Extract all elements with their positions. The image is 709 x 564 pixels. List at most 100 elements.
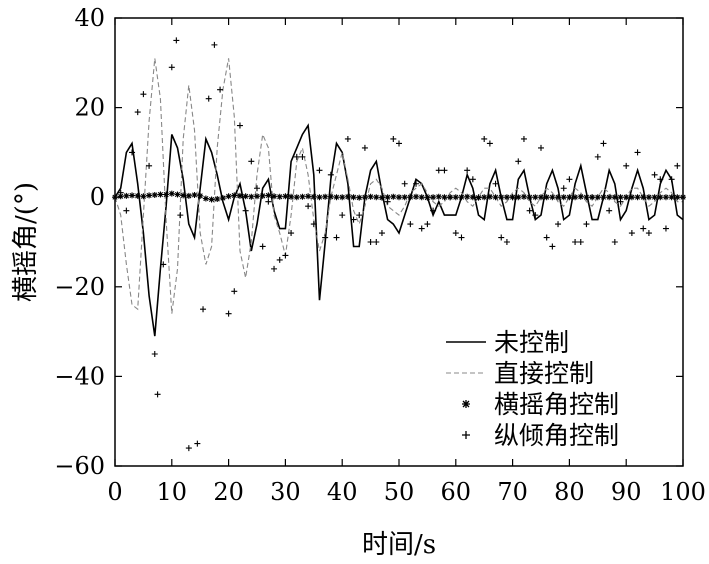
series-point-plus: [316, 167, 323, 174]
series-point-plus: [333, 234, 340, 241]
series-point-plus: [674, 162, 681, 169]
series-point-plus: [310, 221, 317, 228]
series-point-asterisk: [481, 194, 488, 201]
series-point-plus: [464, 167, 471, 174]
series-point-asterisk: [310, 193, 317, 200]
series-point-asterisk: [208, 196, 215, 203]
series-point-plus: [396, 140, 402, 147]
series-point-plus: [200, 306, 207, 313]
series-point-asterisk: [583, 194, 590, 201]
series-point-plus: [322, 234, 329, 241]
series-point-plus: [526, 207, 533, 214]
x-tick-label: 60: [441, 478, 472, 506]
series-point-plus: [390, 135, 397, 142]
series-point-plus: [242, 207, 249, 214]
series-point-plus: [611, 239, 618, 245]
series-point-asterisk: [384, 194, 391, 201]
series-point-asterisk: [526, 194, 533, 201]
series-point-asterisk: [657, 194, 664, 201]
series-point-plus: [154, 391, 161, 398]
series-point-asterisk: [174, 191, 181, 198]
series-point-plus: [151, 351, 158, 357]
series-point-asterisk: [486, 193, 493, 200]
series-point-asterisk: [668, 194, 675, 201]
series-point-plus: [350, 216, 357, 223]
series-point-plus: [177, 212, 184, 219]
series-point-asterisk: [168, 190, 175, 197]
series-point-plus: [583, 221, 590, 228]
series-point-plus: [384, 198, 391, 205]
legend-swatch: [462, 431, 470, 439]
series-point-plus: [259, 243, 266, 250]
series-point-asterisk: [515, 194, 522, 201]
series-point-plus: [378, 230, 385, 237]
series-point-asterisk: [543, 194, 550, 201]
series-point-asterisk: [452, 194, 459, 201]
series-point-plus: [231, 288, 238, 295]
series-point-asterisk: [662, 194, 669, 201]
series-point-plus: [339, 212, 346, 219]
series-point-plus: [344, 135, 351, 142]
series-point-plus: [146, 162, 153, 169]
series-point-plus: [515, 158, 522, 165]
series-point-plus: [424, 221, 431, 228]
series-point-asterisk: [520, 193, 527, 200]
series-point-plus: [361, 144, 368, 151]
x-tick-label: 90: [611, 478, 642, 506]
legend-label: 横摇角控制: [494, 390, 619, 419]
series-point-plus: [594, 153, 601, 160]
series-point-plus: [160, 261, 167, 268]
series-point-plus: [225, 310, 232, 317]
series-point-asterisk: [339, 194, 346, 201]
series-point-asterisk: [634, 194, 641, 201]
series-point-plus: [555, 221, 562, 228]
series-point-asterisk: [140, 193, 147, 200]
plot-marks: [112, 37, 686, 452]
series-point-asterisk: [265, 192, 272, 199]
series-point-plus: [617, 198, 624, 205]
x-tick-label: 20: [213, 478, 244, 506]
y-tick-label: −60: [54, 452, 105, 480]
series-point-asterisk: [435, 193, 442, 200]
series-point-asterisk: [640, 194, 647, 201]
series-line-1: [114, 123, 684, 337]
series-point-asterisk: [594, 194, 601, 201]
series-point-plus: [217, 86, 224, 93]
series-point-plus: [299, 153, 306, 160]
series-point-plus: [538, 144, 544, 151]
series-point-asterisk: [123, 192, 130, 199]
series-point-asterisk: [628, 194, 635, 201]
series-point-plus: [254, 185, 260, 192]
series-point-asterisk: [645, 194, 652, 201]
series-point-asterisk: [146, 192, 153, 199]
series-point-plus: [293, 153, 300, 160]
series-point-plus: [509, 194, 516, 201]
series-point-asterisk: [231, 192, 238, 199]
series-point-asterisk: [413, 193, 420, 200]
y-tick-label: 40: [74, 4, 105, 32]
series-point-plus: [117, 189, 124, 196]
series-point-plus: [606, 207, 613, 214]
series-point-plus: [356, 212, 363, 219]
series-point-plus: [657, 176, 664, 183]
series-point-asterisk: [242, 193, 249, 200]
x-tick-label: 100: [660, 478, 706, 506]
y-tick-label: 20: [74, 94, 105, 122]
series-point-asterisk: [236, 192, 243, 199]
series-point-asterisk: [129, 192, 136, 199]
series-point-plus: [475, 194, 482, 201]
series-point-asterisk: [293, 194, 300, 201]
legend-label: 纵倾角控制: [494, 421, 619, 450]
series-point-asterisk: [577, 193, 584, 200]
x-tick-label: 10: [157, 478, 188, 506]
y-tick-label: 0: [90, 183, 105, 211]
series-point-asterisk: [344, 193, 351, 200]
series-point-plus: [282, 252, 289, 259]
y-axis-label: 横摇角/(°): [11, 182, 41, 302]
legend-swatch: [462, 400, 470, 408]
series-point-plus: [140, 91, 147, 98]
series-point-plus: [305, 203, 312, 210]
series-point-plus: [520, 135, 527, 142]
series-point-plus: [194, 440, 201, 447]
series-point-asterisk: [248, 193, 255, 200]
